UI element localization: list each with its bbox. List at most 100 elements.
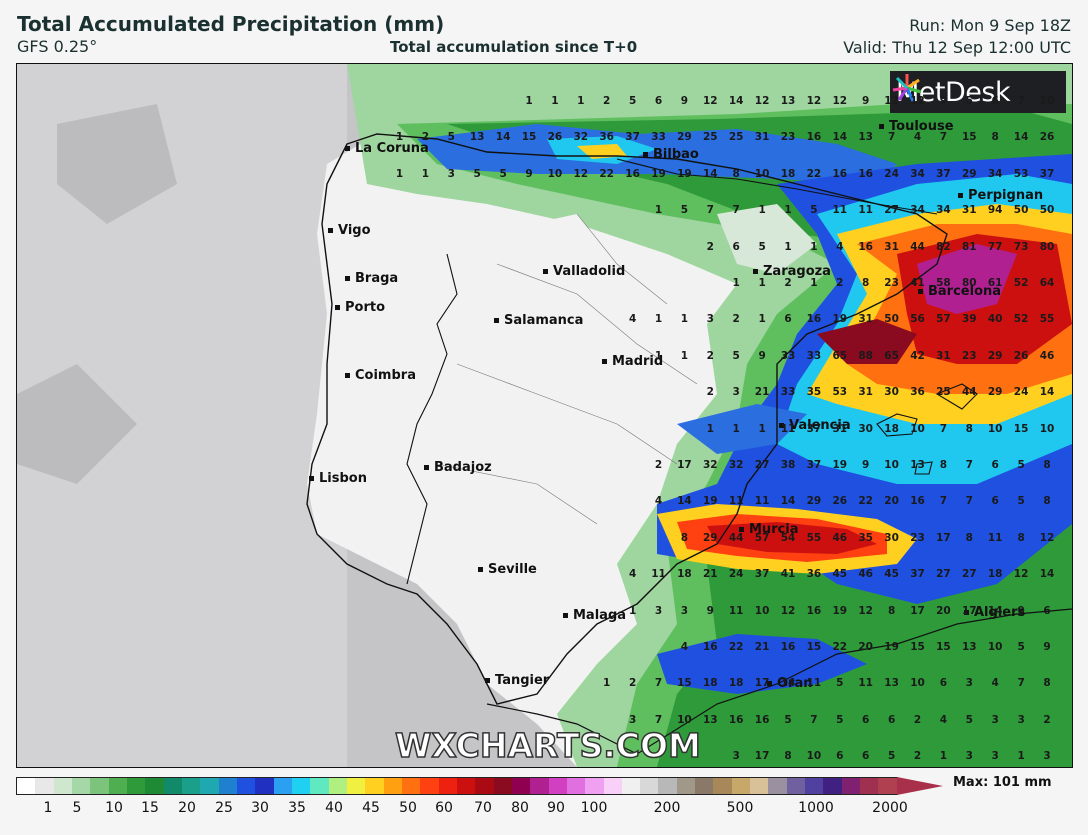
grid-value: 5: [836, 677, 844, 690]
grid-value: 6: [784, 313, 792, 326]
grid-value: 2: [603, 95, 611, 107]
valid-label: Valid: Thu 12 Sep 12:00 UTC: [843, 38, 1071, 57]
grid-value: 34: [910, 167, 925, 180]
city-marker-icon: [424, 465, 429, 470]
grid-value: 61: [987, 277, 1003, 289]
grid-value: 31: [858, 313, 873, 326]
grid-value: 52: [1013, 277, 1029, 289]
grid-value: 9: [706, 604, 714, 617]
precipitation-map[interactable]: MetDesk WXCHARTS.COM Toulouse La Coruna Bi…: [16, 63, 1073, 768]
grid-value: 44: [961, 386, 977, 399]
grid-value: 4: [836, 240, 844, 253]
grid-value: 29: [677, 131, 692, 144]
grid-value: 4: [680, 641, 689, 653]
grid-value: 10: [754, 604, 770, 617]
grid-value: 11: [806, 677, 822, 690]
grid-value: 7: [939, 131, 948, 144]
grid-value: 46: [1039, 349, 1055, 362]
grid-value: 37: [1039, 167, 1055, 180]
grid-value: 32: [573, 131, 589, 144]
grid-value: 27: [884, 204, 899, 217]
grid-value: 1: [680, 313, 689, 326]
grid-value: 1: [603, 677, 611, 690]
grid-value: 7: [939, 422, 948, 435]
grid-value: 1: [654, 313, 663, 326]
grid-value: 8: [939, 459, 948, 471]
grid-value: 35: [806, 386, 822, 399]
grid-value: 4: [913, 131, 922, 144]
colorbar-swatch: [841, 778, 861, 794]
colorbar-swatch: [511, 778, 531, 794]
city-name: Zaragoza: [763, 264, 831, 279]
grid-value: 3: [1043, 750, 1051, 763]
grid-value: 15: [521, 131, 537, 144]
grid-value: 44: [910, 240, 925, 253]
city-marker-icon: [309, 476, 314, 481]
grid-value: 3: [732, 386, 740, 399]
grid-value: 31: [832, 422, 848, 435]
grid-value: 6: [836, 750, 844, 763]
colorbar-swatch: [145, 778, 164, 794]
grid-value: 22: [728, 641, 744, 653]
colorbar-swatch: [805, 778, 824, 794]
grid-value: 8: [1043, 495, 1051, 508]
grid-value: 4: [654, 495, 663, 508]
grid-value: 14: [832, 131, 848, 144]
grid-value: 8: [680, 531, 689, 544]
grid-value: 26: [1039, 131, 1055, 144]
grid-value: 29: [987, 349, 1003, 362]
grid-value: 65: [832, 349, 848, 362]
grid-value: 4: [628, 313, 637, 326]
grid-value: 37: [625, 131, 640, 144]
city-label-vigo: Vigo: [328, 223, 371, 238]
grid-value: 12: [780, 604, 796, 617]
grid-value: 5: [1017, 641, 1025, 653]
grid-value: 11: [987, 531, 1003, 544]
grid-value: 16: [910, 495, 925, 508]
grid-value: 2: [706, 240, 714, 253]
colorbar-swatch: [401, 778, 421, 794]
grid-value: 20: [858, 641, 873, 653]
grid-value: 22: [832, 641, 848, 653]
grid-value: 80: [961, 277, 977, 289]
colorbar-swatch: [71, 778, 91, 794]
grid-value: 19: [832, 459, 848, 471]
grid-value: 13: [884, 677, 899, 690]
grid-value: 11: [780, 422, 796, 435]
grid-value: 11: [858, 677, 873, 690]
city-label-coimbra: Coimbra: [345, 368, 416, 383]
city-name: Braga: [355, 271, 399, 286]
city-marker-icon: [918, 289, 923, 294]
colorbar-tick-label: 5: [72, 800, 82, 816]
grid-value: 5: [784, 713, 792, 726]
colorbar-swatch: [878, 778, 897, 794]
grid-value: 34: [910, 204, 925, 217]
grid-value: 55: [806, 531, 822, 544]
colorbar-tick-label: 25: [215, 800, 233, 816]
grid-value: 25: [728, 131, 744, 144]
grid-value: 6: [991, 95, 999, 107]
grid-value: 16: [858, 167, 873, 180]
grid-value: 3: [654, 604, 663, 617]
city-label-seville: Seville: [478, 562, 537, 577]
grid-value: 5: [499, 167, 507, 180]
grid-value: 4: [939, 713, 948, 726]
grid-value: 37: [806, 459, 822, 471]
city-marker-icon: [494, 318, 499, 323]
grid-value: 17: [961, 604, 977, 617]
grid-value: 6: [654, 95, 663, 107]
grid-value: 25: [936, 386, 951, 399]
grid-value: 6: [862, 713, 870, 726]
colorbar-tick-label: 15: [141, 800, 159, 816]
grid-value: 15: [961, 131, 977, 144]
city-name: Valencia: [789, 418, 851, 433]
grid-value: 26: [832, 495, 848, 508]
colorbar-swatch: [108, 778, 127, 794]
city-label-oran: Oran: [767, 676, 813, 691]
grid-value: 2: [1043, 713, 1051, 726]
grid-value: 37: [910, 568, 925, 581]
city-name: Salamanca: [504, 313, 584, 328]
city-label-la-coruna: La Coruna: [345, 141, 429, 156]
grid-value: 2: [654, 459, 663, 471]
colorbar-swatch: [493, 778, 512, 794]
